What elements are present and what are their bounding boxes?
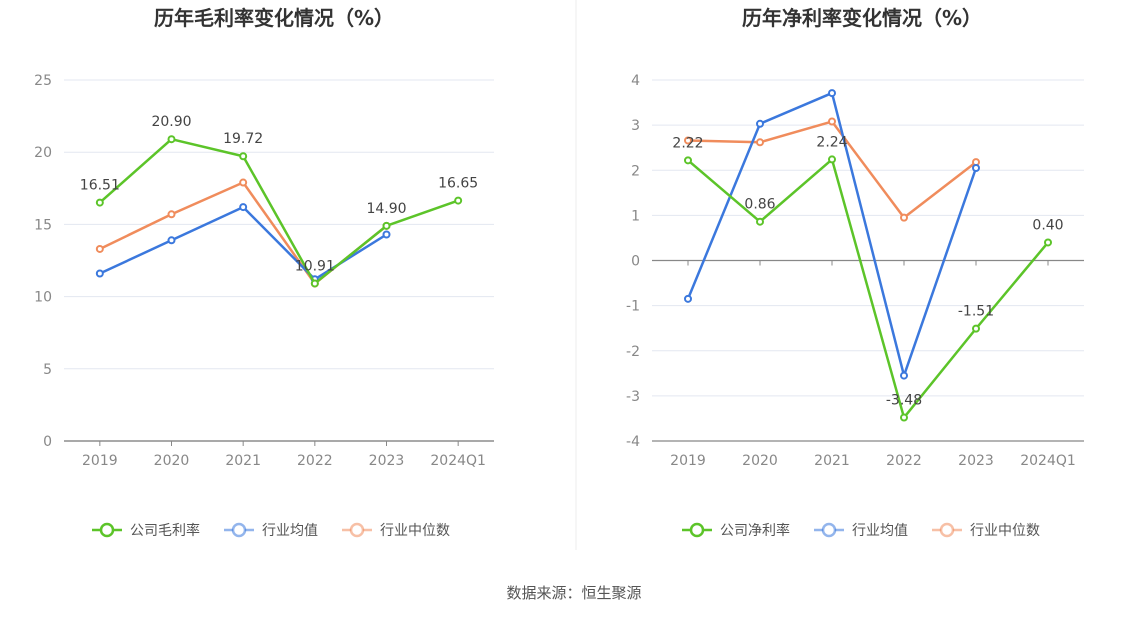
x-tick-label: 2023 [369, 453, 405, 469]
y-tick-label: 0 [631, 254, 640, 270]
chart-title: 历年净利率变化情况（%） [742, 6, 982, 30]
legend-item[interactable]: 公司净利率 [682, 522, 790, 539]
x-tick-label: 2022 [886, 453, 922, 469]
data-label: 14.90 [366, 201, 406, 217]
x-tick-label: 2021 [225, 453, 261, 469]
data-point [684, 294, 692, 303]
data-label: 10.91 [295, 258, 335, 274]
data-point [239, 152, 248, 161]
data-point [167, 135, 176, 144]
data-point [828, 155, 836, 164]
x-tick-label: 2023 [958, 453, 994, 469]
y-tick-label: 25 [34, 73, 52, 89]
x-tick-label: 2020 [154, 453, 190, 469]
y-tick-label: -1 [626, 299, 640, 315]
data-label: 2.24 [816, 134, 847, 150]
y-tick-label: 0 [43, 434, 52, 450]
data-point [95, 244, 104, 253]
data-point [756, 138, 764, 147]
series-line-0 [99, 137, 459, 285]
data-label: 2.22 [672, 135, 703, 151]
data-label: 0.40 [1032, 217, 1063, 233]
legend-label: 行业均值 [852, 523, 908, 539]
legend-item[interactable]: 行业中位数 [932, 522, 1040, 539]
data-point [95, 198, 104, 207]
x-tick-label: 2020 [742, 453, 778, 469]
legend-item[interactable]: 行业均值 [814, 522, 908, 539]
legend-marker [689, 522, 705, 538]
net-margin-chart: 历年净利率变化情况（%） -4 -3 -2 -1 0 1 2 3 4 2019 2020 2021 202… [626, 6, 1084, 539]
data-point [382, 221, 391, 230]
data-point [972, 163, 980, 172]
chart-title: 历年毛利率变化情况（%） [154, 6, 394, 30]
legend-marker [349, 522, 365, 538]
legend-label: 行业中位数 [970, 523, 1040, 539]
data-point [1044, 238, 1052, 247]
data-point [684, 156, 692, 165]
data-point [900, 213, 908, 222]
x-tick-label: 2024Q1 [1020, 453, 1076, 469]
data-label: 19.72 [223, 131, 263, 147]
x-tick-label: 2021 [814, 453, 850, 469]
y-tick-label: -3 [626, 389, 640, 405]
y-tick-label: -4 [626, 434, 640, 450]
y-tick-label: 4 [631, 73, 640, 89]
legend-label: 公司净利率 [720, 522, 790, 539]
legend-item[interactable]: 公司毛利率 [92, 522, 200, 539]
data-point [167, 236, 176, 245]
data-point [310, 279, 319, 288]
x-tick-label: 2019 [670, 453, 706, 469]
y-tick-label: 5 [43, 362, 52, 378]
legend-item[interactable]: 行业均值 [224, 522, 318, 539]
data-point [900, 371, 908, 380]
x-tick-label: 2022 [297, 453, 333, 469]
data-point [95, 269, 104, 278]
data-label: -3.48 [886, 393, 922, 409]
series-line-0 [687, 158, 1049, 419]
x-tick-label: 2024Q1 [430, 453, 486, 469]
data-point [239, 178, 248, 187]
legend-marker [99, 522, 115, 538]
y-tick-label: 15 [34, 217, 52, 233]
data-point [684, 136, 692, 145]
legend-label: 公司毛利率 [130, 522, 200, 539]
series-line-2 [99, 181, 388, 285]
data-source: 数据来源：恒生聚源 [506, 584, 641, 602]
x-tick-label: 2019 [82, 453, 118, 469]
data-point [167, 210, 176, 219]
data-point [756, 119, 764, 128]
legend-marker [231, 522, 247, 538]
y-tick-label: 1 [631, 208, 640, 224]
legend-label: 行业中位数 [380, 523, 450, 539]
y-tick-label: 10 [34, 290, 52, 306]
y-tick-label: 20 [34, 145, 52, 161]
data-point [382, 230, 391, 239]
legend-marker [821, 522, 837, 538]
data-label: 20.90 [151, 114, 191, 130]
data-point [828, 89, 836, 98]
y-tick-label: -2 [626, 344, 640, 360]
gross-margin-chart: 历年毛利率变化情况（%） 0 5 10 15 20 25 2019 2020 2021 2022 20… [34, 6, 494, 539]
data-label: -1.51 [958, 304, 994, 320]
data-point [972, 324, 980, 333]
data-label: 16.65 [438, 176, 478, 192]
legend-item[interactable]: 行业中位数 [342, 522, 450, 539]
data-point [239, 203, 248, 212]
data-point [756, 217, 764, 226]
legend-label: 行业均值 [262, 523, 318, 539]
data-point [454, 196, 463, 205]
data-label: 0.86 [744, 197, 775, 213]
y-tick-label: 2 [631, 163, 640, 179]
series-line-1 [99, 205, 388, 281]
data-label: 16.51 [80, 178, 120, 194]
legend-marker [939, 522, 955, 538]
y-tick-label: 3 [631, 118, 640, 134]
data-point [900, 413, 908, 422]
data-point [828, 117, 836, 126]
